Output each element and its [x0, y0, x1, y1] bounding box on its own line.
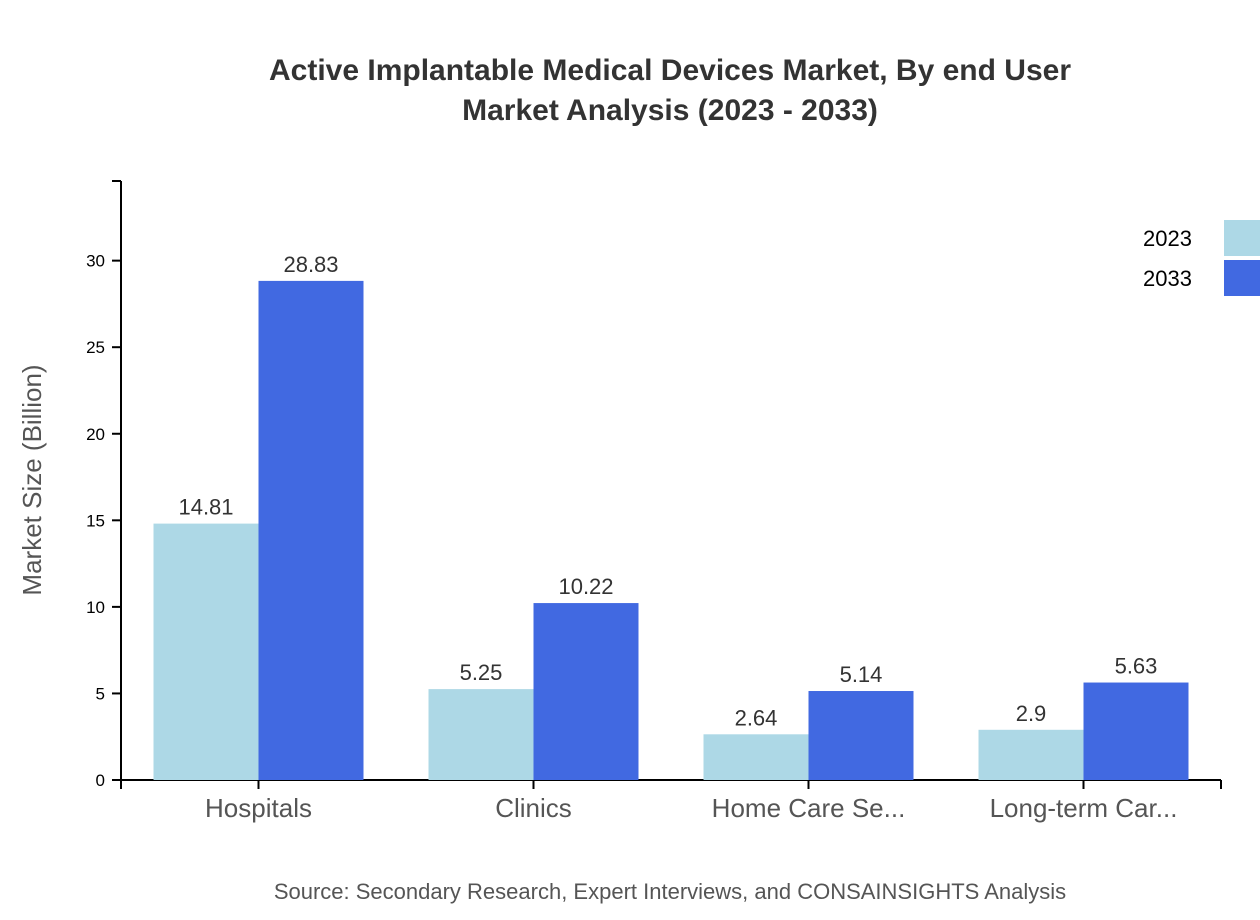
data-label: 5.63	[1115, 654, 1158, 679]
y-tick-label: 25	[86, 338, 105, 357]
y-tick-label: 0	[96, 771, 105, 790]
data-label: 5.14	[840, 662, 883, 687]
x-tick-label: Long-term Car...	[990, 793, 1178, 823]
data-label: 2.9	[1016, 701, 1047, 726]
legend-label: 2023	[1143, 226, 1192, 251]
y-tick-label: 10	[86, 598, 105, 617]
chart-title-line1: Active Implantable Medical Devices Marke…	[269, 54, 1071, 87]
chart-title-line2: Market Analysis (2023 - 2033)	[462, 94, 878, 127]
legend-swatch-2023	[1224, 220, 1260, 256]
y-axis-label: Market Size (Billion)	[17, 364, 47, 595]
bar-2033	[808, 691, 914, 780]
data-label: 10.22	[558, 574, 613, 599]
data-label: 2.64	[735, 705, 778, 730]
data-label: 5.25	[460, 660, 503, 685]
bar-2023	[153, 523, 259, 780]
bar-2033	[1083, 682, 1189, 780]
x-tick-label: Hospitals	[205, 793, 312, 823]
y-tick-label: 15	[86, 511, 105, 530]
x-tick-label: Clinics	[495, 793, 572, 823]
x-tick-label: Home Care Se...	[712, 793, 906, 823]
legend-swatch-2033	[1224, 260, 1260, 296]
bar-2033	[258, 280, 364, 780]
y-tick-label: 5	[96, 684, 105, 703]
y-tick-label: 30	[86, 252, 105, 271]
data-label: 14.81	[178, 495, 233, 520]
data-label: 28.83	[283, 252, 338, 277]
bar-2023	[703, 734, 809, 780]
bar-2023	[428, 689, 534, 780]
bar-2023	[978, 729, 1084, 780]
legend-label: 2033	[1143, 266, 1192, 291]
y-tick-label: 20	[86, 425, 105, 444]
bar-2033	[533, 603, 639, 780]
source-note: Source: Secondary Research, Expert Inter…	[274, 879, 1066, 904]
